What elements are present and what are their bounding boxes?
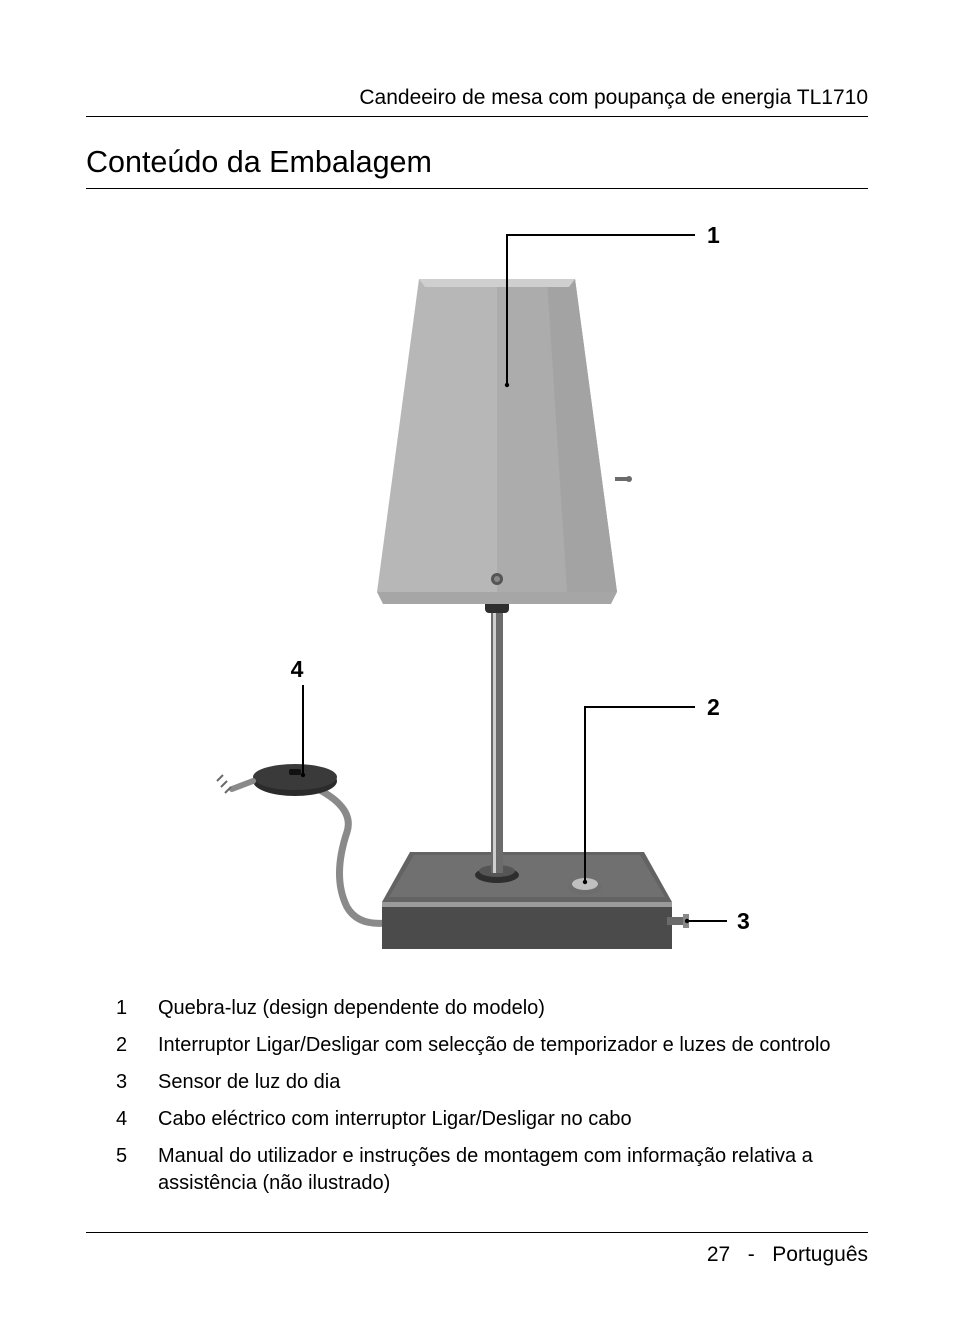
inline-switch <box>217 764 337 796</box>
list-item: 2 Interruptor Ligar/Desligar com selecçã… <box>86 1032 868 1059</box>
list-item-text: Interruptor Ligar/Desligar com selecção … <box>158 1032 868 1059</box>
footer-separator: - <box>748 1243 755 1266</box>
page-number: 27 <box>707 1243 730 1266</box>
section-title: Conteúdo da Embalagem <box>86 145 868 189</box>
list-item-number: 3 <box>86 1069 158 1096</box>
svg-text:4: 4 <box>291 656 304 682</box>
list-item: 3 Sensor de luz do dia <box>86 1069 868 1096</box>
svg-text:3: 3 <box>737 908 750 934</box>
list-item-number: 4 <box>86 1106 158 1133</box>
page-footer: 27 - Português <box>86 1232 868 1267</box>
list-item-text: Cabo eléctrico com interruptor Ligar/Des… <box>158 1106 868 1133</box>
list-item: 5 Manual do utilizador e instruções de m… <box>86 1143 868 1197</box>
product-header: Candeeiro de mesa com poupança de energi… <box>86 86 868 117</box>
callout-3: 3 <box>685 908 750 934</box>
svg-text:2: 2 <box>707 694 720 720</box>
lamp-stem <box>491 607 503 873</box>
list-item-number: 1 <box>86 995 158 1022</box>
list-item-number: 2 <box>86 1032 158 1059</box>
parts-list: 1 Quebra-luz (design dependente do model… <box>86 995 868 1197</box>
footer-language: Português <box>772 1243 868 1266</box>
lamp-shade <box>377 279 632 604</box>
lamp-base <box>382 852 672 949</box>
page: Candeeiro de mesa com poupança de energi… <box>0 0 954 1329</box>
list-item-text: Sensor de luz do dia <box>158 1069 868 1096</box>
list-item: 4 Cabo eléctrico com interruptor Ligar/D… <box>86 1106 868 1133</box>
list-item-number: 5 <box>86 1143 158 1170</box>
callout-4: 4 <box>291 656 306 777</box>
list-item-text: Quebra-luz (design dependente do modelo) <box>158 995 868 1022</box>
list-item: 1 Quebra-luz (design dependente do model… <box>86 995 868 1022</box>
lamp-illustration: 1 4 2 3 <box>197 207 757 977</box>
svg-text:1: 1 <box>707 222 720 248</box>
list-item-text: Manual do utilizador e instruções de mon… <box>158 1143 868 1197</box>
figure-package-contents: 1 4 2 3 <box>86 207 868 977</box>
